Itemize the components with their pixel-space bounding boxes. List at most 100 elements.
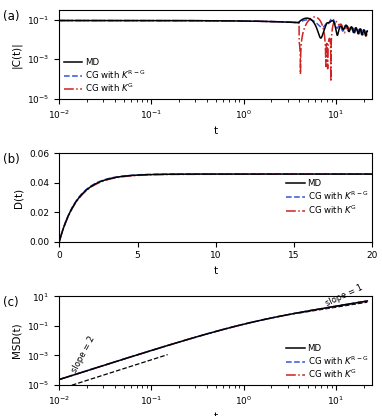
MD (365, 29, 370, 34)
CG with $K^{\mathrm{R-G}}$ (175, 18, 180, 23)
MD (319, 36, 323, 41)
Line: MD: MD (59, 174, 372, 242)
CG with $K^{\mathrm{G}}$ (312, 15, 317, 20)
CG with $K^{\mathrm{R-G}}$ (110, 360, 115, 365)
CG with $K^{\mathrm{G}}$ (57, 377, 62, 382)
CG with $K^{\mathrm{R-G}}$ (363, 33, 367, 38)
CG with $K^{\mathrm{R-G}}$ (92, 18, 97, 23)
MD (110, 360, 115, 365)
CG with $K^{\mathrm{R-G}}$ (361, 171, 366, 176)
Line: CG with $K^{\mathrm{G}}$: CG with $K^{\mathrm{G}}$ (59, 174, 372, 242)
CG with $K^{\mathrm{G}}$ (359, 300, 364, 305)
Legend: MD, CG with $K^{\mathrm{R-G}}$, CG with $K^{\mathrm{G}}$: MD, CG with $K^{\mathrm{R-G}}$, CG with … (63, 58, 146, 94)
CG with $K^{\mathrm{G}}$ (188, 336, 193, 341)
MD (365, 299, 370, 304)
Text: (c): (c) (3, 297, 18, 310)
CG with $K^{\mathrm{R-G}}$ (188, 336, 193, 341)
CG with $K^{\mathrm{G}}$ (73, 201, 78, 206)
CG with $K^{\mathrm{G}}$ (365, 30, 370, 35)
Legend: MD, CG with $K^{\mathrm{R-G}}$, CG with $K^{\mathrm{G}}$: MD, CG with $K^{\mathrm{R-G}}$, CG with … (286, 344, 368, 381)
MD (359, 300, 364, 305)
Line: CG with $K^{\mathrm{R-G}}$: CG with $K^{\mathrm{R-G}}$ (59, 174, 372, 242)
CG with $K^{\mathrm{R-G}}$ (110, 18, 115, 23)
CG with $K^{\mathrm{R-G}}$ (201, 171, 206, 176)
CG with $K^{\mathrm{G}}$ (361, 172, 366, 177)
CG with $K^{\mathrm{R-G}}$ (57, 239, 62, 244)
CG with $K^{\mathrm{R-G}}$ (326, 305, 330, 310)
CG with $K^{\mathrm{G}}$ (329, 79, 333, 84)
Text: slope = 2: slope = 2 (70, 334, 96, 374)
CG with $K^{\mathrm{G}}$ (175, 340, 180, 345)
X-axis label: t: t (214, 266, 218, 276)
MD (209, 171, 214, 176)
CG with $K^{\mathrm{G}}$ (326, 305, 330, 310)
Line: MD: MD (59, 18, 367, 38)
X-axis label: t: t (214, 413, 218, 416)
MD (57, 377, 62, 382)
Y-axis label: MSD(t): MSD(t) (11, 323, 22, 359)
CG with $K^{\mathrm{R-G}}$ (57, 18, 62, 23)
MD (175, 18, 180, 23)
MD (92, 18, 97, 23)
MD (304, 171, 308, 176)
X-axis label: t: t (214, 126, 218, 136)
CG with $K^{\mathrm{G}}$ (370, 172, 375, 177)
CG with $K^{\mathrm{G}}$ (209, 172, 214, 177)
MD (326, 305, 330, 310)
CG with $K^{\mathrm{G}}$ (110, 360, 115, 365)
CG with $K^{\mathrm{G}}$ (361, 172, 366, 177)
Line: CG with $K^{\mathrm{R-G}}$: CG with $K^{\mathrm{R-G}}$ (59, 301, 367, 379)
CG with $K^{\mathrm{R-G}}$ (57, 377, 62, 382)
CG with $K^{\mathrm{G}}$ (57, 18, 62, 23)
MD (370, 171, 375, 176)
Legend: MD, CG with $K^{\mathrm{R-G}}$, CG with $K^{\mathrm{G}}$: MD, CG with $K^{\mathrm{R-G}}$, CG with … (286, 179, 368, 216)
CG with $K^{\mathrm{G}}$ (92, 366, 97, 371)
Line: CG with $K^{\mathrm{G}}$: CG with $K^{\mathrm{G}}$ (59, 17, 367, 82)
CG with $K^{\mathrm{G}}$ (92, 18, 97, 23)
MD (110, 18, 115, 23)
CG with $K^{\mathrm{R-G}}$ (238, 171, 242, 176)
CG with $K^{\mathrm{R-G}}$ (326, 21, 330, 26)
CG with $K^{\mathrm{R-G}}$ (359, 32, 364, 37)
CG with $K^{\mathrm{G}}$ (110, 18, 115, 23)
Line: MD: MD (59, 301, 367, 379)
CG with $K^{\mathrm{R-G}}$ (73, 200, 78, 205)
Text: (a): (a) (3, 10, 19, 23)
MD (57, 18, 62, 23)
Y-axis label: |C(t)|: |C(t)| (11, 41, 22, 68)
Line: CG with $K^{\mathrm{R-G}}$: CG with $K^{\mathrm{R-G}}$ (59, 19, 367, 36)
MD (92, 366, 97, 371)
CG with $K^{\mathrm{G}}$ (201, 172, 206, 177)
MD (326, 20, 330, 25)
CG with $K^{\mathrm{G}}$ (359, 28, 364, 33)
MD (57, 239, 62, 244)
CG with $K^{\mathrm{R-G}}$ (365, 29, 370, 34)
CG with $K^{\mathrm{G}}$ (175, 18, 180, 23)
CG with $K^{\mathrm{G}}$ (304, 172, 308, 177)
MD (73, 201, 78, 206)
CG with $K^{\mathrm{G}}$ (188, 18, 193, 23)
MD (188, 18, 193, 23)
CG with $K^{\mathrm{R-G}}$ (175, 340, 180, 345)
MD (201, 171, 206, 176)
CG with $K^{\mathrm{R-G}}$ (330, 16, 335, 21)
MD (188, 336, 193, 341)
CG with $K^{\mathrm{R-G}}$ (365, 299, 370, 304)
Text: (b): (b) (3, 154, 19, 166)
Line: CG with $K^{\mathrm{G}}$: CG with $K^{\mathrm{G}}$ (59, 301, 367, 379)
Text: slope = 1: slope = 1 (324, 283, 364, 308)
MD (304, 16, 309, 21)
CG with $K^{\mathrm{R-G}}$ (370, 171, 375, 176)
CG with $K^{\mathrm{R-G}}$ (188, 18, 193, 23)
MD (361, 171, 366, 176)
MD (175, 340, 180, 345)
CG with $K^{\mathrm{G}}$ (57, 239, 62, 244)
MD (361, 171, 366, 176)
Y-axis label: D(t): D(t) (14, 188, 24, 208)
CG with $K^{\mathrm{R-G}}$ (209, 171, 214, 176)
CG with $K^{\mathrm{R-G}}$ (92, 366, 97, 371)
CG with $K^{\mathrm{G}}$ (365, 299, 370, 304)
CG with $K^{\mathrm{R-G}}$ (359, 300, 364, 305)
CG with $K^{\mathrm{R-G}}$ (304, 171, 308, 176)
MD (359, 30, 364, 35)
